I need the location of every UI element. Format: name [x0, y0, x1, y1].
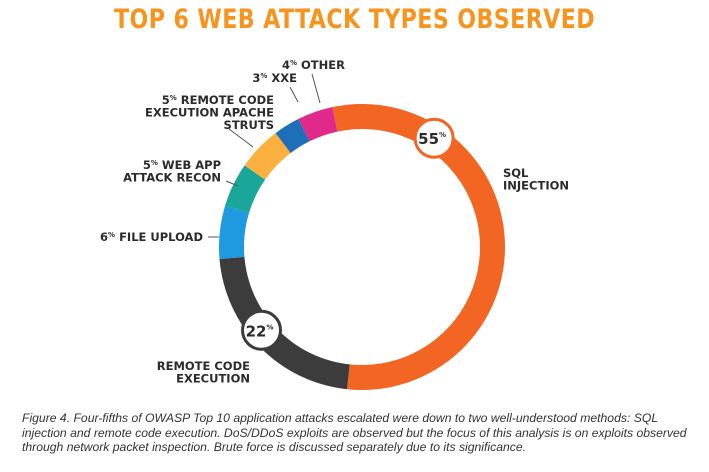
slice-other [298, 107, 338, 142]
svg-text:55%: 55% [418, 130, 446, 148]
slice-label: 6% FILE UPLOAD [100, 230, 203, 244]
slice-label: 5% WEB APP ATTACK RECON [123, 158, 221, 185]
donut-chart: SQL INJECTION REMOTE CODE EXECUTION 6% FILE … [100, 58, 569, 391]
slice-label: SQL INJECTION [503, 166, 569, 193]
figure-caption: Figure 4. Four-fifths of OWASP Top 10 ap… [22, 411, 687, 454]
chart-title: TOP 6 WEB ATTACK TYPES OBSERVED [113, 4, 596, 35]
slice-label: REMOTE CODE EXECUTION [157, 359, 250, 386]
slice-sql-injection [332, 103, 506, 391]
slice-remote-code-execution [219, 256, 350, 390]
slice-file-upload [219, 205, 250, 259]
slice-xxe [275, 118, 310, 154]
slice-remote-code-execution-apache-struts [244, 133, 291, 180]
leader-line [289, 86, 299, 103]
leader-line [311, 73, 321, 104]
slice-label: 4% OTHER [282, 58, 345, 72]
percent-badge: 22% [241, 309, 283, 351]
svg-text:22%: 22% [246, 322, 274, 340]
slice-label: 5% REMOTE CODE EXECUTION APACHE STRUTS [145, 93, 274, 132]
percent-badge: 55% [413, 117, 455, 159]
leader-line [225, 180, 239, 187]
leader-line [228, 128, 254, 148]
slice-label: 3% XXE [252, 71, 297, 85]
slice-web-app-attack-recon [225, 165, 266, 213]
